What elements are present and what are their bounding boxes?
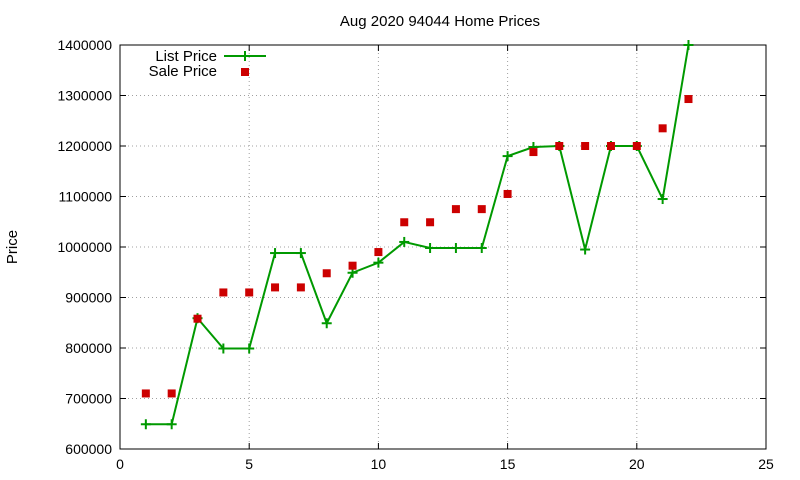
point-list-price (476, 243, 487, 254)
y-tick-label: 900000 (65, 290, 112, 306)
legend-marker-sale-price (241, 68, 249, 76)
axis-ticks: 600000 700000 800000 900000 1000000 1100000 12… (57, 37, 774, 472)
y-tick-label: 700000 (65, 391, 112, 407)
point-sale-price (374, 248, 383, 257)
point-list-price (580, 244, 591, 255)
point-sale-price (348, 261, 357, 270)
point-list-price (244, 343, 255, 354)
point-sale-price (529, 148, 538, 157)
chart-title: Aug 2020 94044 Home Prices (340, 13, 540, 30)
x-tick-label: 15 (500, 456, 516, 472)
legend: List Price Sale Price (149, 48, 266, 80)
y-tick-label: 1100000 (59, 189, 113, 205)
series-layer (140, 40, 694, 430)
point-list-price (425, 243, 436, 254)
y-tick-label: 1000000 (57, 239, 112, 255)
y-tick-label: 1400000 (57, 37, 112, 53)
x-tick-label: 0 (116, 456, 124, 472)
point-sale-price (606, 142, 615, 150)
point-sale-price (245, 288, 254, 297)
point-list-price (450, 243, 461, 254)
y-tick-label: 1200000 (57, 138, 112, 154)
point-list-price (657, 194, 668, 205)
y-axis-label: Price (4, 230, 21, 264)
point-sale-price (451, 205, 460, 214)
point-sale-price (400, 218, 409, 227)
point-sale-price (141, 389, 150, 398)
point-sale-price (167, 389, 176, 398)
point-list-price (321, 318, 332, 329)
legend-label-list-price: List Price (155, 48, 217, 65)
y-tick-label: 1300000 (57, 88, 112, 104)
legend-marker-list-price (240, 51, 250, 61)
point-list-price (683, 40, 694, 50)
point-sale-price (296, 283, 305, 292)
point-sale-price (219, 288, 228, 297)
point-list-price (140, 419, 151, 430)
point-sale-price (193, 314, 202, 323)
x-tick-label: 10 (371, 456, 387, 472)
point-sale-price (684, 95, 693, 104)
grid (120, 45, 766, 449)
point-sale-price (555, 142, 564, 150)
point-list-price (502, 151, 513, 162)
point-sale-price (477, 205, 486, 214)
series-line-list-price (145, 44, 690, 426)
legend-label-sale-price: Sale Price (149, 63, 217, 80)
point-sale-price (271, 283, 280, 292)
point-list-price (373, 257, 384, 268)
point-list-price (218, 343, 229, 354)
point-sale-price (322, 269, 331, 278)
point-sale-price (581, 142, 590, 150)
y-tick-label: 600000 (65, 441, 112, 457)
point-list-price (270, 248, 281, 259)
y-tick-label: 800000 (65, 340, 112, 356)
point-list-price (295, 248, 306, 259)
x-tick-label: 5 (245, 456, 253, 472)
point-sale-price (632, 142, 641, 150)
point-sale-price (426, 218, 435, 227)
x-tick-label: 20 (629, 456, 645, 472)
point-list-price (399, 236, 410, 247)
point-sale-price (503, 189, 512, 198)
x-tick-label: 25 (758, 456, 774, 472)
point-sale-price (658, 124, 667, 133)
point-list-price (166, 419, 177, 430)
